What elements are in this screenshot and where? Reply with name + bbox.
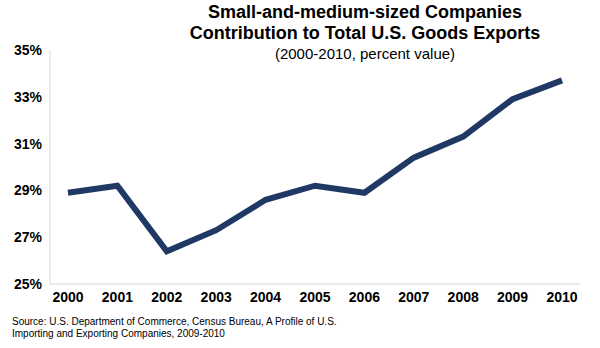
svg-text:35%: 35%	[14, 42, 43, 58]
html-text:Contribution to Total U.S. Goo: Contribution to Total U.S. Goods Exports	[189, 23, 541, 43]
svg-text:2010: 2010	[546, 289, 577, 305]
svg-text:2001: 2001	[102, 289, 133, 305]
svg-text:2003: 2003	[201, 289, 232, 305]
svg-text:2004: 2004	[250, 289, 281, 305]
html-text:Source: U.S. Department of Com: Source: U.S. Department of Commerce, Cen…	[12, 316, 337, 327]
svg-text:2007: 2007	[398, 289, 429, 305]
svg-text:29%: 29%	[14, 182, 43, 198]
html-text:(2000-2010, percent value): (2000-2010, percent value)	[274, 45, 456, 62]
html-text:Importing and Exporting Compan: Importing and Exporting Companies, 2009-…	[12, 328, 225, 339]
svg-text:2000: 2000	[52, 289, 83, 305]
html-text:Small-and-medium-sized Compani: Small-and-medium-sized Companies	[208, 2, 522, 22]
svg-text:2005: 2005	[299, 289, 330, 305]
svg-text:25%: 25%	[14, 276, 43, 292]
svg-text:2008: 2008	[448, 289, 479, 305]
svg-text:33%: 33%	[14, 89, 43, 105]
svg-text:2002: 2002	[151, 289, 182, 305]
svg-text:27%: 27%	[14, 229, 43, 245]
svg-text:31%: 31%	[14, 136, 43, 152]
svg-text:2006: 2006	[349, 289, 380, 305]
svg-text:2009: 2009	[497, 289, 528, 305]
